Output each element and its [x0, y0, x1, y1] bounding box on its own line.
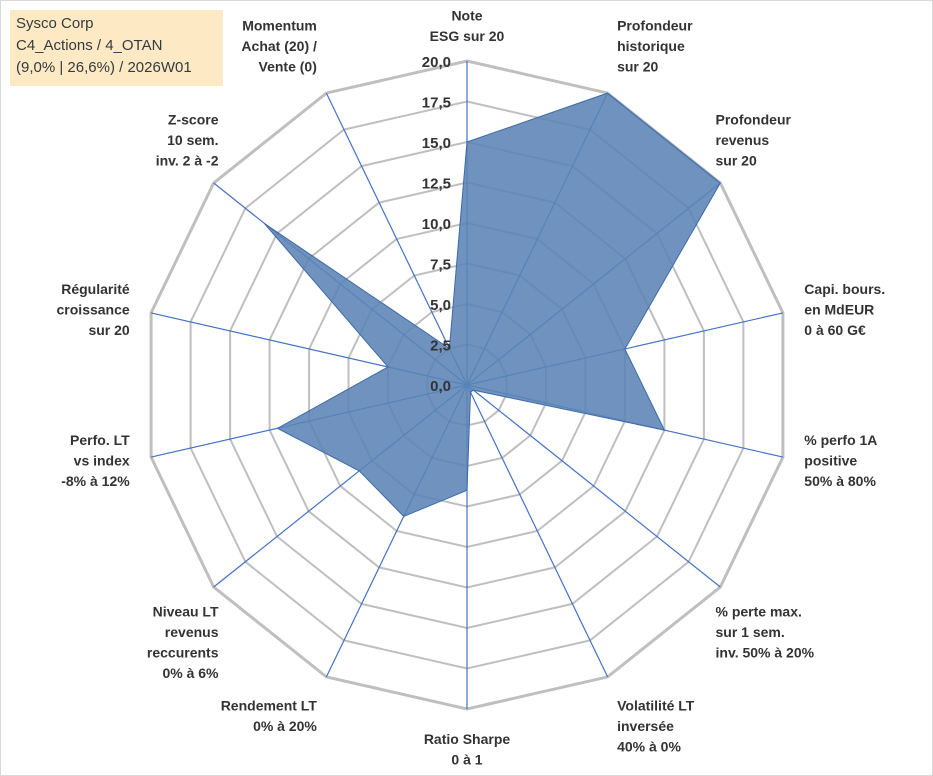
- axis-label-6-line-2: 40% à 0%: [617, 738, 681, 754]
- axis-spoke-6: [466, 384, 609, 678]
- axis-label-6-line-1: inversée: [617, 718, 674, 734]
- axis-label-12-line-2: inv. 2 à -2: [156, 153, 219, 169]
- axis-label-1-line-0: Profondeur: [617, 18, 693, 34]
- axis-label-0: Note ESG sur 20: [430, 8, 505, 45]
- tick-label-8: 20,0: [422, 54, 451, 71]
- axis-spoke-13: [325, 92, 468, 386]
- info-company-name: Sysco Corp: [16, 15, 94, 32]
- axis-label-12-line-1: 10 sem.: [167, 132, 218, 148]
- info-category: C4_Actions / 4_OTAN: [16, 37, 163, 54]
- info-stats: (9,0% | 26,6%) / 2026W01: [16, 59, 192, 76]
- axis-label-7-line-1: 0 à 1: [451, 752, 482, 768]
- axis-label-13: Momentum Achat (20) / Vente (0): [241, 18, 317, 75]
- axis-label-3: Capi. bours. en MdEUR 0 à 60 G€: [804, 281, 885, 338]
- axis-label-12: Z-score 10 sem. inv. 2 à -2: [156, 112, 219, 169]
- axis-label-8-line-0: Rendement LT: [221, 697, 318, 713]
- tick-label-2: 5,0: [430, 297, 451, 314]
- axis-label-4: % perfo 1A positive 50% à 80%: [804, 432, 877, 489]
- axis-label-8: Rendement LT 0% à 20%: [221, 697, 318, 734]
- axis-label-0-line-1: ESG sur 20: [430, 28, 505, 44]
- axis-label-12-line-0: Z-score: [168, 112, 219, 128]
- axis-label-5: % perte max. sur 1 sem. inv. 50% à 20%: [716, 603, 815, 660]
- axis-label-3-line-0: Capi. bours.: [804, 281, 885, 297]
- axis-label-6-line-0: Volatilité LT: [617, 697, 695, 713]
- axis-label-11-line-1: croissance: [57, 302, 130, 318]
- axis-label-2: Profondeur revenus sur 20: [716, 112, 792, 169]
- tick-layer: 0,0 2,5 5,0 7,5 10,0 12,5 15,0 17,5 20,0: [422, 54, 451, 395]
- axis-label-10-line-2: -8% à 12%: [61, 473, 130, 489]
- axis-spoke-5: [466, 384, 721, 588]
- axis-label-6: Volatilité LT inversée 40% à 0%: [617, 697, 695, 754]
- axis-label-9: Niveau LT revenus reccurents 0% à 6%: [147, 603, 219, 681]
- axis-label-7-line-0: Ratio Sharpe: [424, 731, 511, 747]
- tick-label-7: 17,5: [422, 95, 451, 112]
- axis-label-13-line-2: Vente (0): [259, 59, 317, 75]
- info-box: Sysco Corp C4_Actions / 4_OTAN (9,0% | 2…: [10, 10, 223, 86]
- label-layer: Note ESG sur 20 Profondeur historique sur 20…: [57, 8, 886, 768]
- axis-label-4-line-1: positive: [804, 452, 857, 468]
- axis-label-1: Profondeur historique sur 20: [617, 18, 693, 75]
- axis-label-11-line-2: sur 20: [88, 322, 129, 338]
- tick-label-6: 15,0: [422, 135, 451, 152]
- axis-label-0-line-0: Note: [451, 8, 482, 24]
- axis-label-11: Régularité croissance sur 20: [57, 281, 130, 338]
- tick-label-1: 2,5: [430, 338, 451, 355]
- axis-label-9-line-2: reccurents: [147, 644, 219, 660]
- series-layer: [263, 92, 721, 517]
- axis-label-10-line-0: Perfo. LT: [70, 432, 130, 448]
- tick-label-0: 0,0: [430, 378, 451, 395]
- axis-label-10-line-1: vs index: [74, 452, 130, 468]
- tick-label-4: 10,0: [422, 216, 451, 233]
- axis-label-3-line-1: en MdEUR: [804, 302, 874, 318]
- axis-label-13-line-1: Achat (20) /: [241, 38, 317, 54]
- axis-label-1-line-2: sur 20: [617, 59, 658, 75]
- axis-label-2-line-2: sur 20: [716, 153, 757, 169]
- axis-label-4-line-2: 50% à 80%: [804, 473, 876, 489]
- axis-label-5-line-0: % perte max.: [716, 603, 802, 619]
- axis-label-1-line-1: historique: [617, 38, 685, 54]
- axis-label-11-line-0: Régularité: [61, 281, 130, 297]
- axis-label-7: Ratio Sharpe 0 à 1: [424, 731, 511, 768]
- axis-label-13-line-0: Momentum: [242, 18, 317, 34]
- axis-label-4-line-0: % perfo 1A: [804, 432, 877, 448]
- series-area: [263, 92, 721, 517]
- axis-label-10: Perfo. LT vs index -8% à 12%: [61, 432, 130, 489]
- axis-label-9-line-1: revenus: [165, 624, 219, 640]
- axis-label-9-line-3: 0% à 6%: [162, 665, 219, 681]
- axis-label-8-line-1: 0% à 20%: [253, 718, 317, 734]
- axis-label-5-line-1: sur 1 sem.: [716, 624, 785, 640]
- axis-label-2-line-1: revenus: [716, 132, 770, 148]
- axis-label-5-line-2: inv. 50% à 20%: [716, 644, 815, 660]
- tick-label-5: 12,5: [422, 176, 451, 193]
- tick-label-3: 7,5: [430, 257, 451, 274]
- axis-label-3-line-2: 0 à 60 G€: [804, 322, 866, 338]
- axis-label-2-line-0: Profondeur: [716, 112, 792, 128]
- axis-label-9-line-0: Niveau LT: [153, 603, 219, 619]
